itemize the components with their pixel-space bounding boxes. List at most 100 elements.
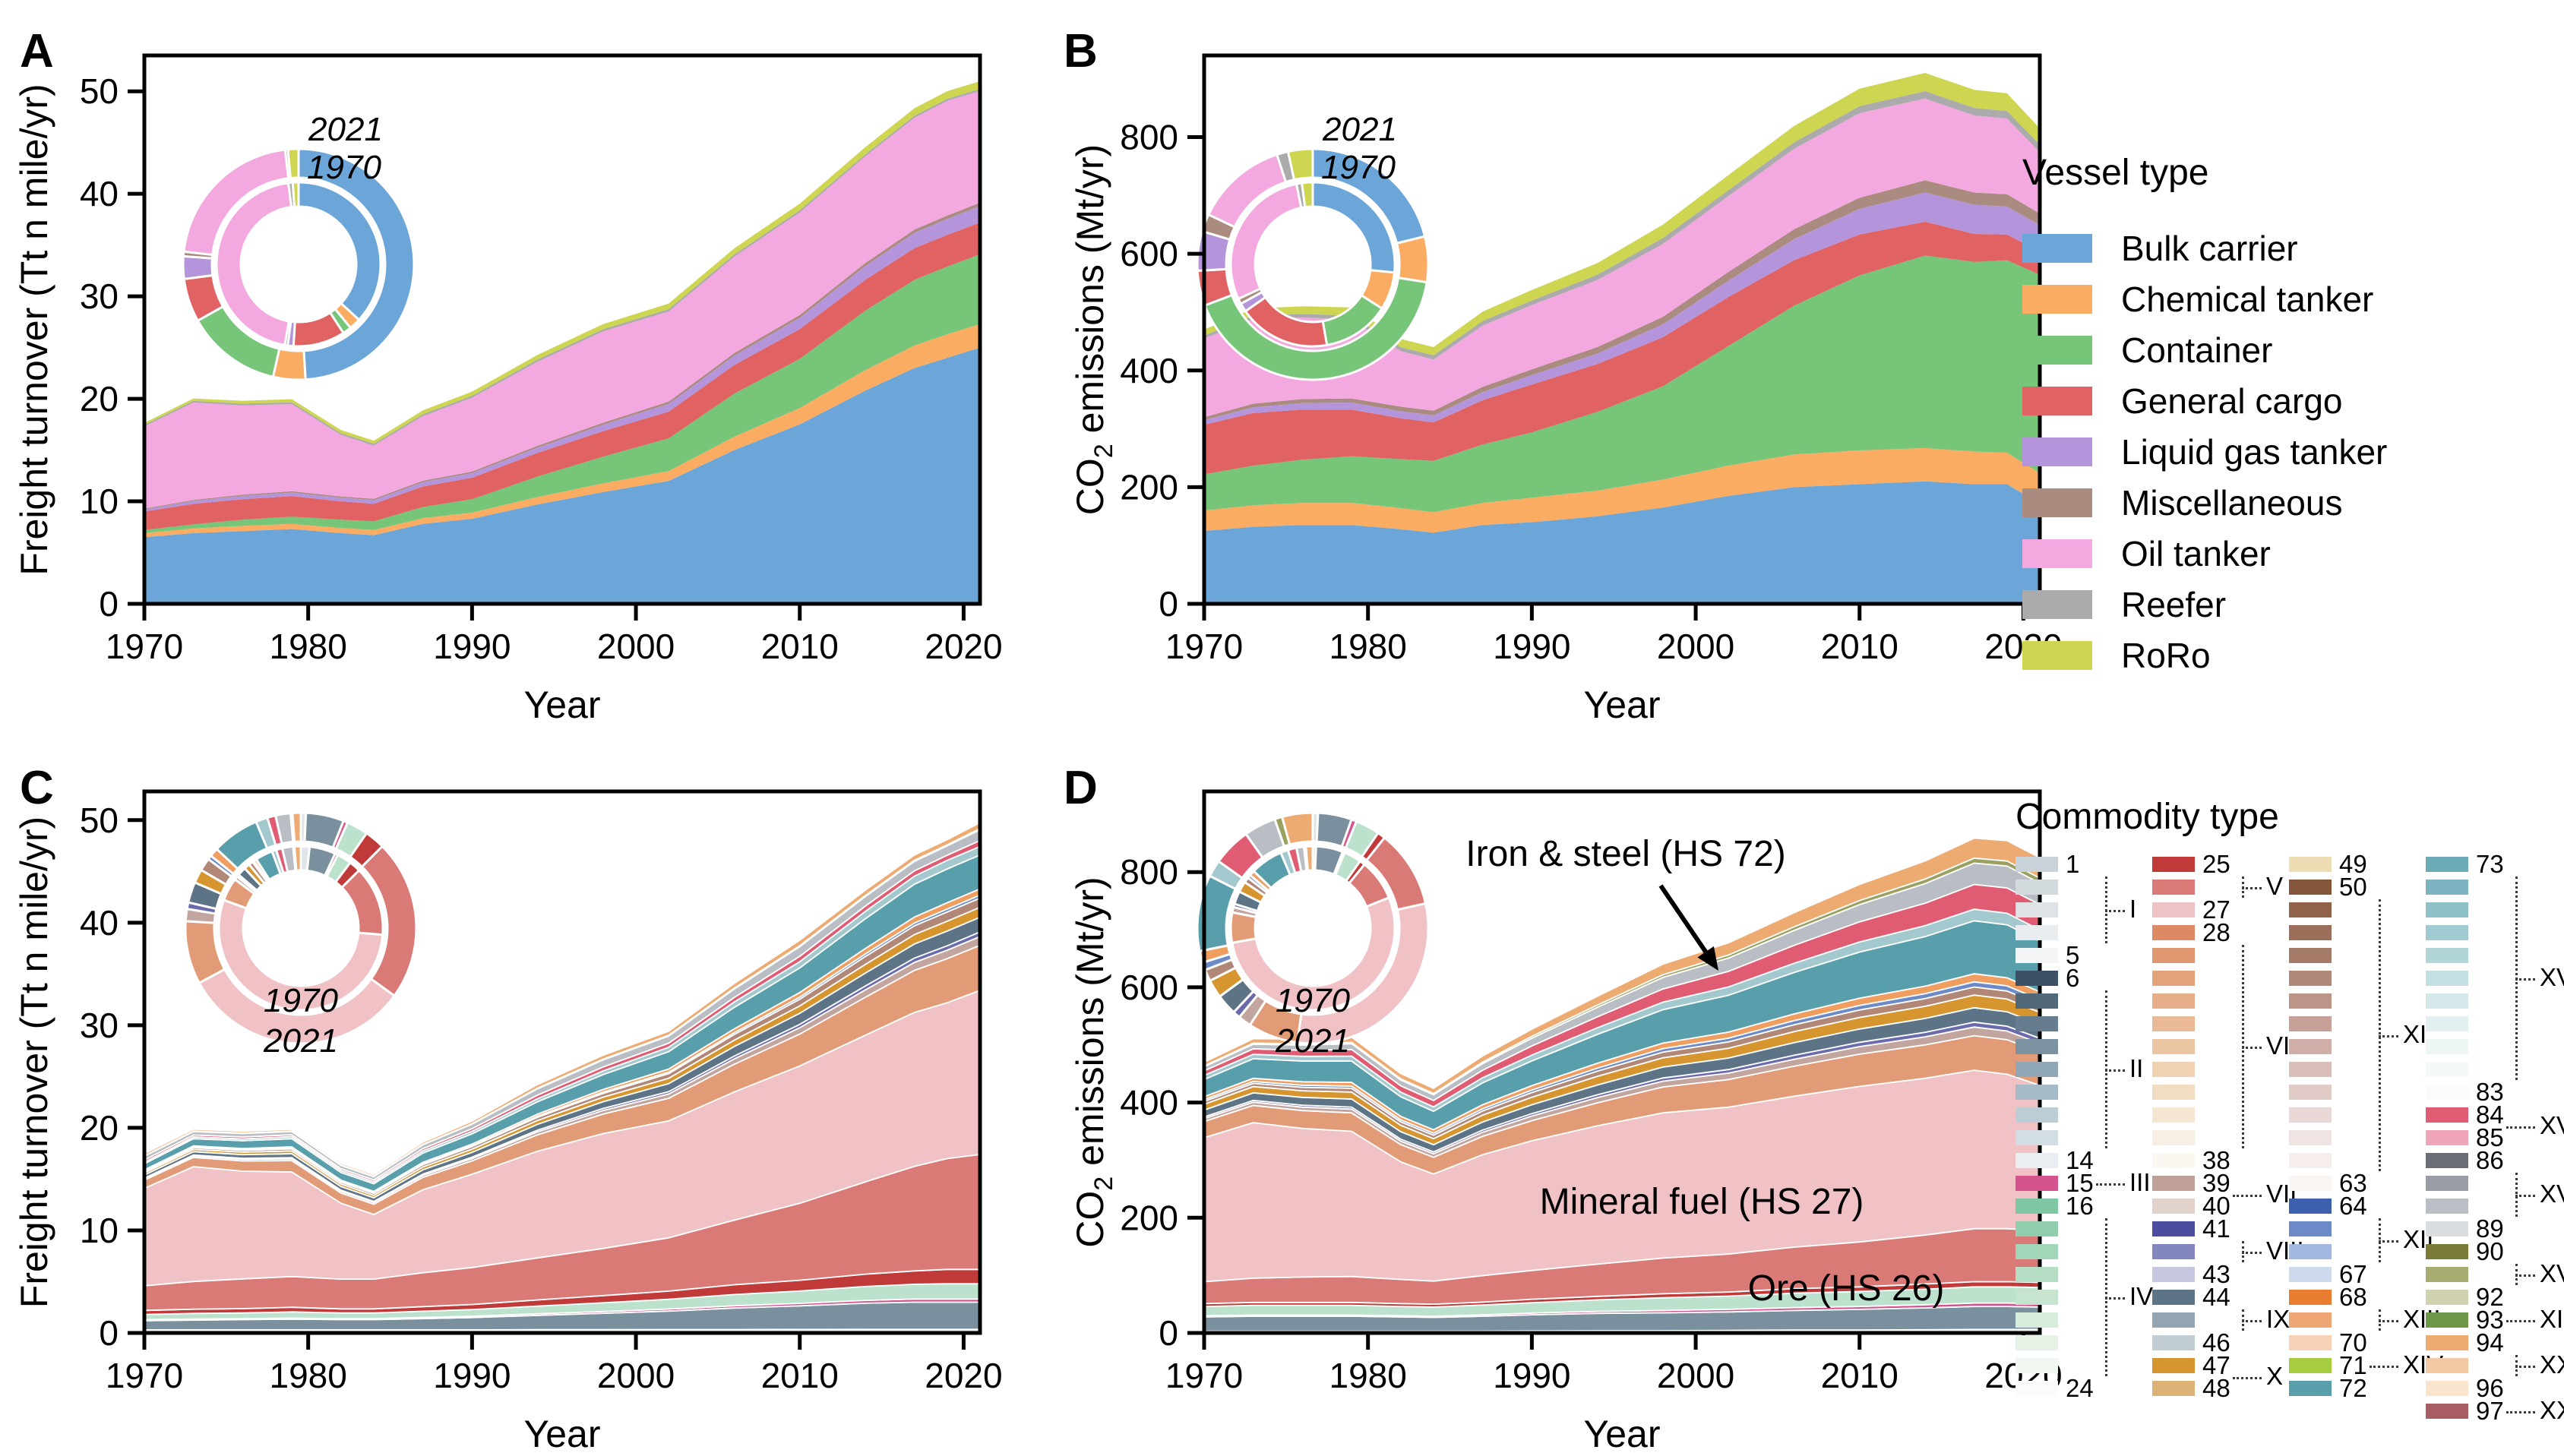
y-tick-label: 400	[1120, 351, 1178, 390]
vessel-legend-item-oil-tanker: Oil tanker	[2022, 533, 2271, 574]
commodity-number-hs-27: 27	[2202, 895, 2230, 924]
commodity-number-hs-73: 73	[2476, 850, 2504, 878]
vessel-swatch-liquid-gas-tanker	[2022, 437, 2092, 466]
annotation-arrow-line	[1658, 884, 1708, 953]
annotation-arrow-head	[1697, 946, 1718, 971]
x-tick-label: 2020	[925, 627, 1002, 666]
commodity-swatch-hs-36	[2152, 1107, 2195, 1123]
area-A-oil-tanker	[144, 90, 980, 509]
commodity-swatch-hs-10	[2015, 1062, 2058, 1077]
commodity-number-hs-89: 89	[2476, 1214, 2504, 1243]
inset-donut-inner-oil-tanker	[215, 182, 293, 346]
commodity-swatch-hs-34	[2152, 1062, 2195, 1077]
commodity-swatch-hs-67	[2289, 1267, 2332, 1282]
y-axis-title: Freight turnover (Tt n mile/yr)	[13, 816, 55, 1308]
inset-year-label: 1970	[307, 149, 381, 186]
commodity-swatch-hs-92	[2426, 1290, 2468, 1305]
panel-letter-A: A	[20, 25, 54, 77]
area-B-liquid-gas-tanker	[1204, 192, 2040, 425]
commodity-number-hs-71: 71	[2339, 1351, 2367, 1379]
commodity-number-hs-68: 68	[2339, 1283, 2367, 1311]
x-tick-label: 1970	[106, 1356, 183, 1395]
commodity-group-leader-XI	[2379, 1035, 2398, 1038]
commodity-number-hs-44: 44	[2202, 1283, 2230, 1311]
x-tick-label: 1980	[270, 627, 347, 666]
commodity-roman-XX: XX	[2540, 1350, 2564, 1379]
y-tick-label: 50	[80, 71, 119, 111]
inset-year-label: 2021	[308, 111, 383, 148]
area-B-roro	[1204, 73, 2040, 355]
commodity-swatch-hs-72	[2289, 1381, 2332, 1396]
y-tick-label: 10	[80, 482, 119, 521]
y-tick-label: 20	[80, 1108, 119, 1148]
x-tick-label: 2010	[761, 627, 839, 666]
commodity-swatch-hs-12	[2015, 1107, 2058, 1123]
vessel-swatch-container	[2022, 336, 2092, 365]
commodity-swatch-hs-94	[2426, 1335, 2468, 1350]
commodity-group-leader-II	[2105, 1069, 2125, 1072]
panel-letter-D: D	[1064, 762, 1098, 814]
area-B-bulk-carrier	[1204, 481, 2040, 604]
inset-donut-inner-hs-94-97	[1304, 845, 1314, 872]
commodity-swatch-hs-31	[2152, 993, 2195, 1009]
commodity-group-leader-XX	[2515, 1366, 2535, 1368]
area-A-container	[144, 254, 980, 533]
y-tick-label: 30	[80, 1006, 119, 1045]
commodity-group-leader-XVII	[2515, 1195, 2535, 1197]
commodity-number-hs-25: 25	[2202, 850, 2230, 878]
y-tick-label: 0	[1159, 584, 1178, 624]
vessel-swatch-bulk-carrier	[2022, 234, 2092, 263]
commodity-number-hs-38: 38	[2202, 1146, 2230, 1174]
vessel-label-miscellaneous: Miscellaneous	[2121, 483, 2343, 523]
inset-donut-inner-roro	[291, 181, 300, 208]
vessel-label-roro: RoRo	[2121, 636, 2211, 675]
area-B-oil-tanker	[1204, 98, 2040, 418]
commodity-swatch-hs-85	[2426, 1130, 2468, 1145]
commodity-roman-III: III	[2129, 1168, 2151, 1196]
commodity-swatch-hs-63	[2289, 1176, 2332, 1191]
inset-donut-outer-hs-94-97	[291, 811, 302, 843]
y-axis-title: CO2 emissions (Mt/yr)	[1069, 144, 1118, 515]
commodity-swatch-hs-49	[2289, 857, 2332, 872]
y-axis-title: CO2 emissions (Mt/yr)	[1069, 876, 1118, 1247]
inset-year-label: 2021	[263, 1022, 338, 1060]
commodity-group-leader-XVIII	[2515, 1274, 2535, 1277]
area-B-container	[1204, 255, 2040, 513]
commodity-number-hs-70: 70	[2339, 1328, 2367, 1357]
inset-year-label: 2021	[1322, 111, 1397, 148]
vessel-swatch-roro	[2022, 641, 2092, 670]
inset-year-label: 2021	[1275, 1022, 1350, 1060]
x-tick-label: 1990	[1493, 627, 1570, 666]
inset-donut-outer-hs-94-97	[1281, 811, 1314, 846]
x-tick-label: 1980	[270, 1356, 347, 1395]
commodity-roman-XI: XI	[2403, 1020, 2427, 1048]
commodity-group-leader-XIV	[2370, 1366, 2398, 1368]
commodity-swatch-hs-20	[2015, 1290, 2058, 1305]
commodity-group-leader-XVI	[2506, 1126, 2535, 1129]
commodity-legend-title: Commodity type	[2015, 797, 2279, 837]
commodity-swatch-hs-37	[2152, 1130, 2195, 1145]
commodity-number-hs-14: 14	[2066, 1146, 2094, 1174]
commodity-roman-II: II	[2129, 1054, 2144, 1082]
commodity-number-hs-46: 46	[2202, 1328, 2230, 1357]
commodity-swatch-hs-30	[2152, 971, 2195, 986]
commodity-swatch-hs-52	[2289, 925, 2332, 940]
area-A-general-cargo	[144, 223, 980, 530]
commodity-roman-IV: IV	[2129, 1282, 2154, 1310]
commodity-number-hs-6: 6	[2066, 964, 2080, 992]
y-tick-label: 50	[80, 801, 119, 840]
axes-box-A	[142, 53, 982, 606]
commodity-swatch-hs-41	[2152, 1221, 2195, 1236]
commodity-swatch-hs-7	[2015, 993, 2058, 1009]
commodity-roman-X: X	[2266, 1362, 2284, 1390]
commodity-swatch-hs-54	[2289, 971, 2332, 986]
commodity-swatch-hs-73	[2426, 857, 2468, 872]
x-tick-label: 2020	[925, 1356, 1002, 1395]
commodity-swatch-hs-43	[2152, 1267, 2195, 1282]
commodity-swatch-hs-17	[2015, 1221, 2058, 1236]
